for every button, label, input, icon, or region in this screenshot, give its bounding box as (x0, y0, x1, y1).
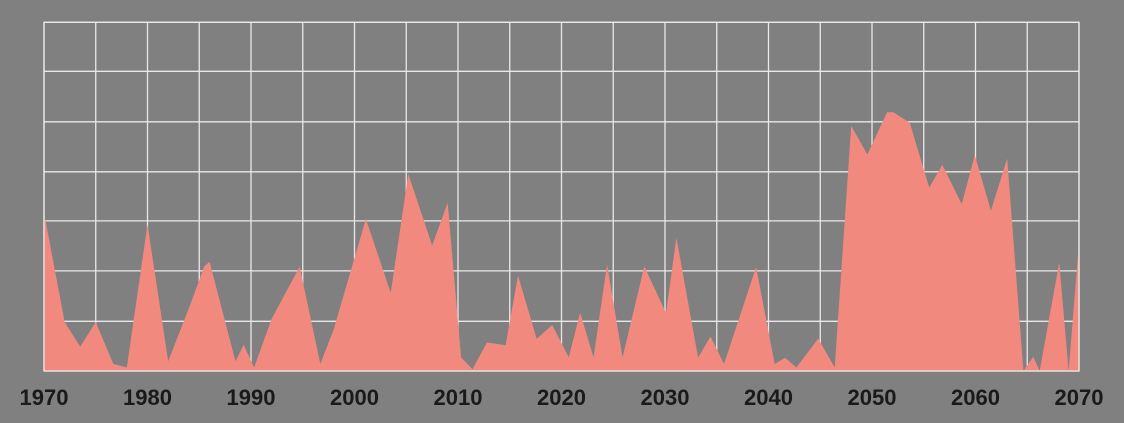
svg-text:1990: 1990 (227, 385, 276, 410)
svg-text:2030: 2030 (641, 385, 690, 410)
svg-text:2010: 2010 (434, 385, 483, 410)
svg-text:1970: 1970 (20, 385, 69, 410)
svg-text:2050: 2050 (848, 385, 897, 410)
svg-text:2060: 2060 (951, 385, 1000, 410)
svg-text:2000: 2000 (330, 385, 379, 410)
svg-text:1980: 1980 (123, 385, 172, 410)
svg-text:2040: 2040 (744, 385, 793, 410)
svg-text:2070: 2070 (1055, 385, 1104, 410)
svg-text:2020: 2020 (537, 385, 586, 410)
